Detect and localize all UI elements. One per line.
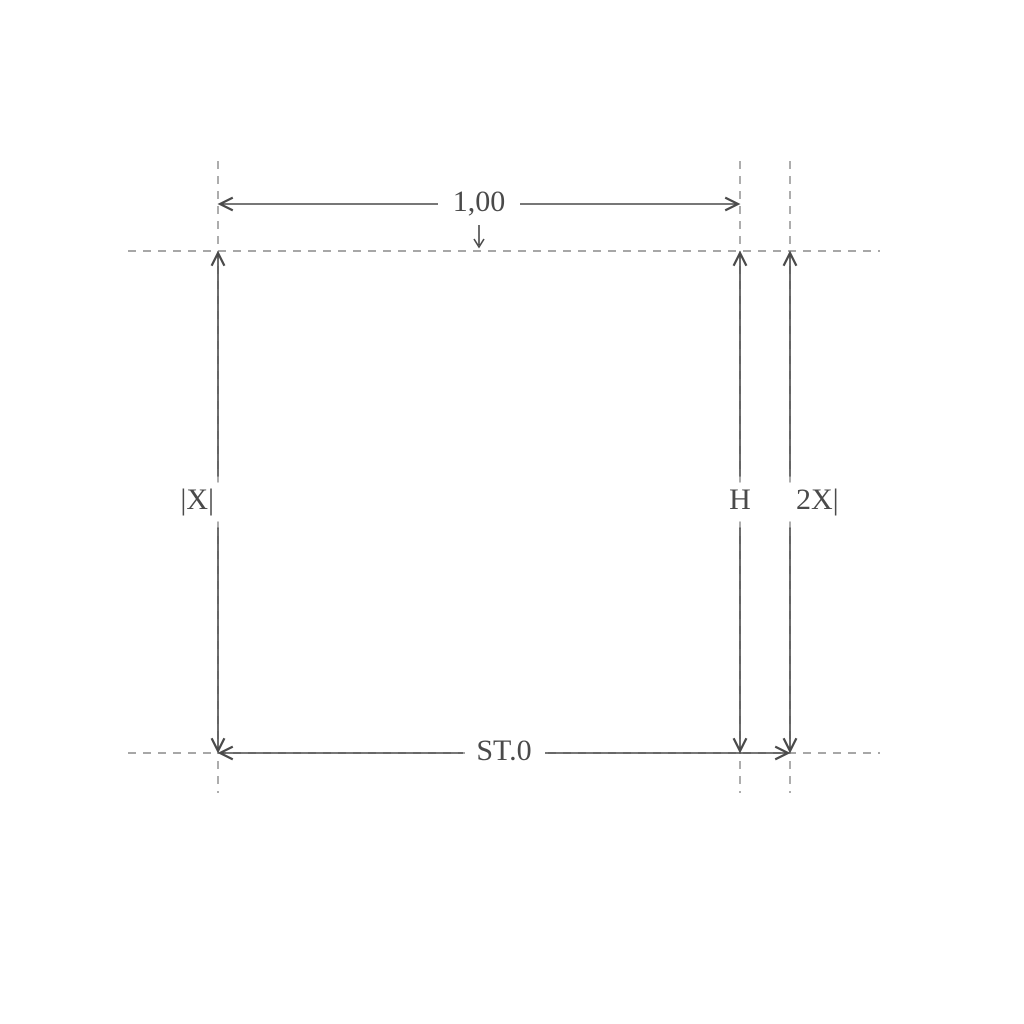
dim-right-inner-vertical: H [714,253,766,751]
dim-right-outer-vertical: 2X| [786,253,860,751]
dimension-lines: 1,00 ST.0 |X| H 2X| [148,183,860,774]
extension-lines [128,161,880,793]
dim-right-outer-vertical-label: 2X| [796,483,839,516]
dimension-diagram: 1,00 ST.0 |X| H 2X| [0,0,1024,1024]
dim-left-vertical: |X| [148,253,222,751]
dim-top-horizontal: 1,00 [220,183,738,247]
dim-top-horizontal-label: 1,00 [453,185,506,218]
dim-left-vertical-label: |X| [180,483,214,516]
dim-right-inner-vertical-label: H [729,483,751,516]
dim-bottom-horizontal: ST.0 [220,732,788,774]
dim-bottom-horizontal-label: ST.0 [476,734,531,767]
